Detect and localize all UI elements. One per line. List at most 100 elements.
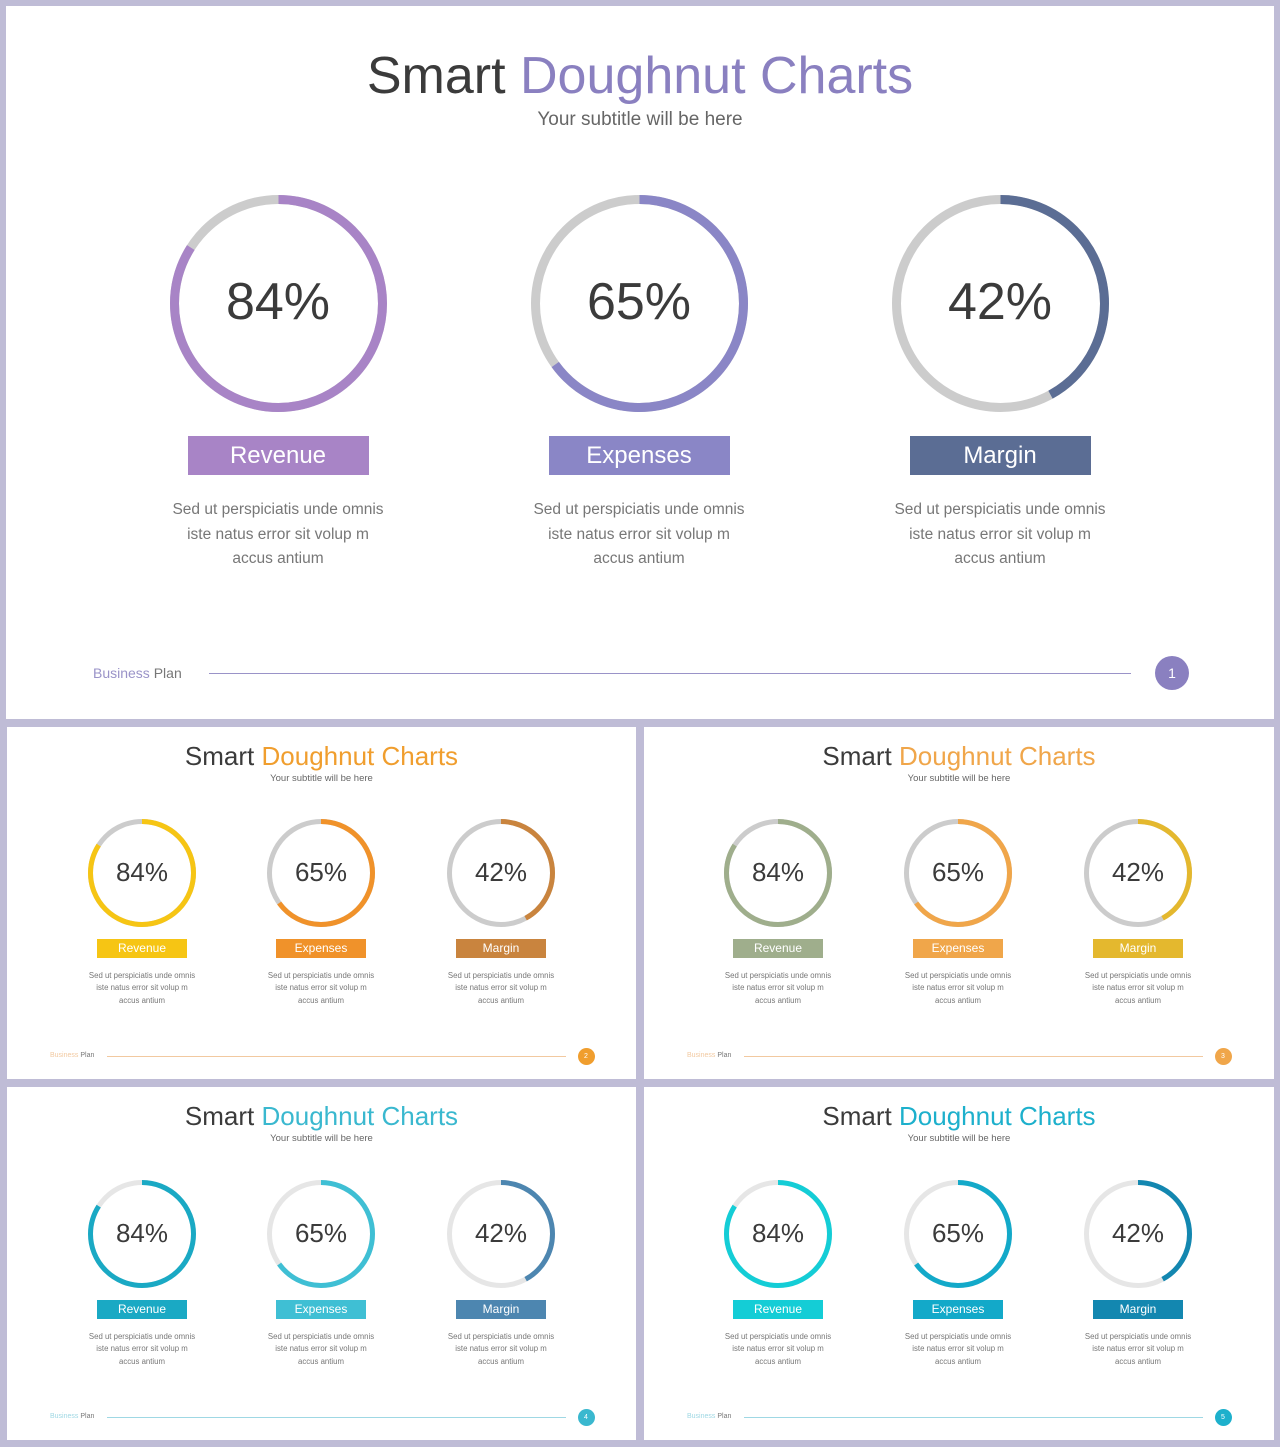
footer-divider	[744, 1056, 1203, 1057]
title-part-b: Doughnut Charts	[899, 1101, 1096, 1131]
label-expenses: Expenses	[548, 436, 730, 475]
title-part-b: Doughnut Charts	[261, 741, 459, 771]
percentage-value: 65%	[931, 857, 985, 888]
page-number-badge: 3	[1214, 1047, 1232, 1065]
footer-plan: Plan	[80, 1051, 95, 1059]
footer-brand: Business Plan	[687, 1413, 731, 1420]
chart-item-expenses: 65%	[530, 194, 749, 413]
chart-item-revenue: 84%	[169, 194, 388, 413]
chart-item-margin: 42%	[446, 1179, 556, 1289]
footer-plan: Plan	[717, 1051, 732, 1059]
chart-item-margin: 42%	[1083, 1179, 1193, 1289]
description-line: Sed ut perspiciatis unde omnis	[267, 1332, 375, 1341]
slide-title: Smart Doughnut Charts	[6, 46, 1274, 106]
doughnut-chart	[724, 819, 832, 927]
slide-5[interactable]: Smart Doughnut Charts Your subtitle will …	[644, 1087, 1274, 1440]
description-line: accus antium	[935, 995, 981, 1005]
title-part-a: Smart	[184, 1101, 255, 1131]
label-revenue: Revenue	[97, 939, 187, 958]
doughnut-chart	[88, 819, 196, 927]
footer-brand: Business Plan	[50, 1052, 94, 1059]
slide-2[interactable]: Smart Doughnut Charts Your subtitle will …	[7, 727, 636, 1079]
title-part-b: Doughnut Charts	[261, 1101, 459, 1131]
description-line: Sed ut perspiciatis unde omnis	[447, 971, 555, 980]
chart-item-revenue: 84%	[87, 818, 197, 928]
percentage-value: 65%	[931, 1218, 985, 1249]
slide-title: Smart Doughnut Charts	[7, 1101, 636, 1132]
doughnut-arc-revenue	[88, 1180, 196, 1288]
chart-item-revenue: 84%	[723, 818, 833, 928]
footer-plan: Plan	[717, 1412, 732, 1420]
description-line: accus antium	[755, 1356, 801, 1366]
page-number-badge: 2	[577, 1047, 595, 1065]
description-line: iste natus error sit volup m	[732, 983, 824, 993]
label-margin: Margin	[909, 436, 1091, 475]
description-line: Sed ut perspiciatis unde omnis	[533, 501, 745, 518]
description-line: iste natus error sit volup m	[96, 1344, 188, 1354]
description: Sed ut perspiciatis unde omnis iste natus…	[868, 970, 1048, 1007]
footer-divider	[209, 673, 1131, 674]
description-line: Sed ut perspiciatis unde omnis	[88, 971, 196, 980]
description-line: Sed ut perspiciatis unde omnis	[88, 1332, 196, 1341]
doughnut-chart	[169, 195, 387, 412]
doughnut-arc-expenses	[904, 1180, 1012, 1288]
percentage-value: 65%	[294, 857, 348, 888]
percentage-value: 84%	[115, 1218, 169, 1249]
chart-item-expenses: 65%	[266, 1179, 376, 1289]
label-expenses: Expenses	[913, 1300, 1003, 1319]
footer-business: Business	[687, 1051, 716, 1059]
description-line: accus antium	[298, 995, 344, 1005]
doughnut-arc-margin	[447, 1180, 555, 1288]
slide-subtitle: Your subtitle will be here	[270, 773, 373, 784]
description-line: iste natus error sit volup m	[732, 1344, 824, 1354]
description-line: iste natus error sit volup m	[275, 983, 367, 993]
description-line: iste natus error sit volup m	[187, 525, 369, 543]
description-line: iste natus error sit volup m	[909, 525, 1091, 543]
footer-divider	[107, 1417, 566, 1418]
doughnut-arc-revenue	[169, 195, 387, 412]
percentage-value: 65%	[586, 273, 692, 332]
slide-subtitle: Your subtitle will be here	[907, 773, 1011, 784]
chart-item-margin: 42%	[446, 818, 556, 928]
doughnut-chart	[447, 1180, 555, 1288]
doughnut-arc-margin	[1084, 1180, 1192, 1288]
description: Sed ut perspiciatis unde omnis iste natus…	[840, 498, 1160, 572]
chart-item-revenue: 84%	[87, 1179, 197, 1289]
doughnut-arc-revenue	[724, 1180, 832, 1288]
footer-business: Business	[93, 664, 150, 681]
chart-item-revenue: 84%	[723, 1179, 833, 1289]
slide-title: Smart Doughnut Charts	[644, 1101, 1274, 1132]
slide-title: Smart Doughnut Charts	[644, 741, 1274, 772]
slide-subtitle: Your subtitle will be here	[537, 109, 743, 130]
slide-4[interactable]: Smart Doughnut Charts Your subtitle will …	[7, 1087, 636, 1440]
slide-title: Smart Doughnut Charts	[7, 741, 636, 772]
doughnut-arc-expenses	[267, 1180, 375, 1288]
description-line: iste natus error sit volup m	[1092, 1344, 1184, 1354]
percentage-value: 42%	[1111, 1218, 1165, 1249]
doughnut-arc-expenses	[530, 195, 748, 412]
label-margin: Margin	[1093, 939, 1183, 958]
doughnut-chart	[891, 195, 1109, 412]
description: Sed ut perspiciatis unde omnis iste natus…	[688, 1331, 868, 1368]
title-part-a: Smart	[822, 741, 892, 771]
doughnut-chart	[1084, 1180, 1192, 1288]
description-line: accus antium	[232, 550, 324, 567]
description-line: Sed ut perspiciatis unde omnis	[267, 971, 375, 980]
description: Sed ut perspiciatis unde omnis iste natus…	[479, 498, 799, 572]
doughnut-arc-expenses	[904, 819, 1012, 927]
slide-3[interactable]: Smart Doughnut Charts Your subtitle will …	[644, 727, 1274, 1079]
doughnut-arc-margin	[1084, 819, 1192, 927]
footer-plan: Plan	[80, 1412, 95, 1420]
title-part-b: Doughnut Charts	[899, 741, 1096, 771]
slide-1[interactable]: Smart Doughnut Charts Your subtitle will …	[6, 6, 1274, 719]
doughnut-arc-margin	[447, 819, 555, 927]
label-revenue: Revenue	[97, 1300, 187, 1319]
title-part-a: Smart	[366, 47, 506, 105]
description: Sed ut perspiciatis unde omnis iste natus…	[1048, 970, 1228, 1007]
chart-item-expenses: 65%	[266, 818, 376, 928]
percentage-value: 65%	[294, 1218, 348, 1249]
description-line: iste natus error sit volup m	[455, 1344, 547, 1354]
slide-subtitle: Your subtitle will be here	[270, 1133, 373, 1144]
description-line: accus antium	[1115, 1356, 1161, 1366]
doughnut-chart	[1084, 819, 1192, 927]
